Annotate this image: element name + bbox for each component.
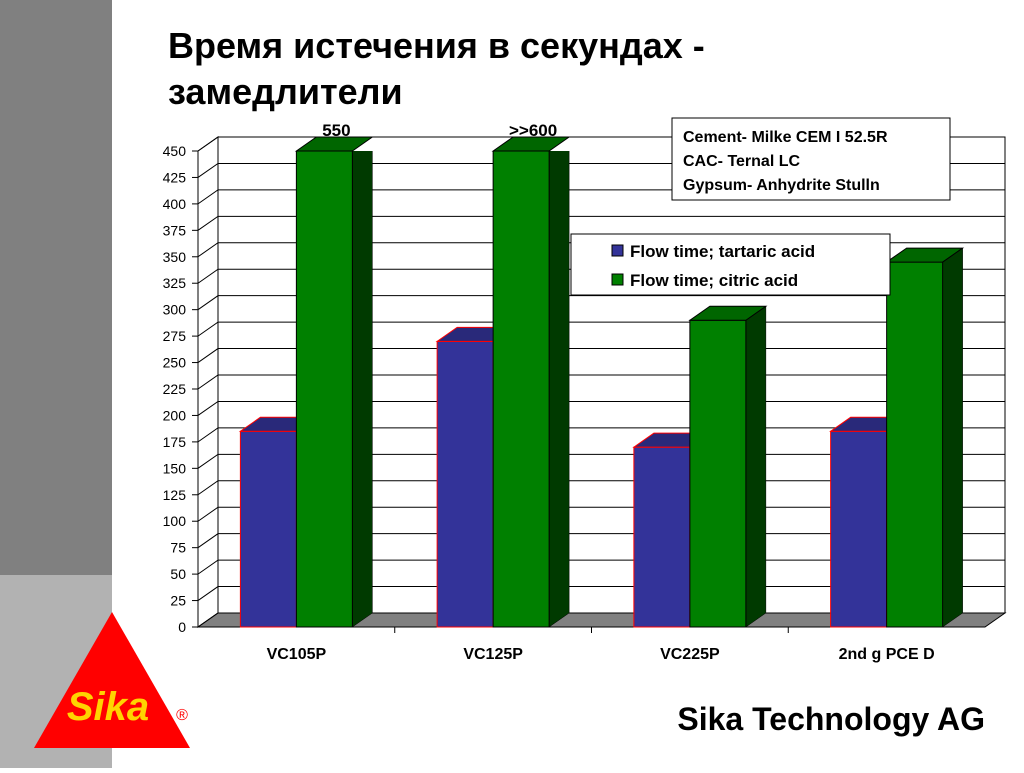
bar-group bbox=[492, 151, 570, 628]
chart: 0 25 50 75 100 125 150 175 200 225 250 275 300 325 350… bbox=[163, 117, 1007, 663]
bar bbox=[492, 151, 550, 628]
y-tick-label: 450 bbox=[163, 143, 187, 159]
legend-label: Flow time; citric acid bbox=[630, 271, 798, 290]
bar-side bbox=[942, 247, 963, 628]
y-tick-label: 50 bbox=[170, 566, 186, 582]
y-tick-label: 400 bbox=[163, 196, 187, 212]
y-tick-label: 325 bbox=[163, 275, 187, 291]
y-tick-label: 0 bbox=[178, 619, 186, 635]
y-tick-label: 75 bbox=[170, 540, 186, 556]
y-tick-label: 225 bbox=[163, 381, 187, 397]
bar-side bbox=[352, 151, 373, 628]
bar-side bbox=[548, 151, 570, 628]
data-label: >>600 bbox=[509, 121, 557, 140]
y-tick-label: 275 bbox=[163, 328, 187, 344]
bar bbox=[436, 340, 494, 628]
legend-label: Flow time; tartaric acid bbox=[630, 242, 815, 261]
annotation-box bbox=[671, 117, 951, 201]
annotation-line: CAC- Ternal LC bbox=[683, 153, 800, 170]
bar-top bbox=[885, 247, 965, 263]
bar bbox=[239, 430, 297, 628]
y-tick-label: 125 bbox=[163, 487, 187, 503]
legend-swatch bbox=[611, 244, 624, 257]
y-tick-label: 200 bbox=[163, 407, 187, 423]
annotation-line: Gypsum- Anhydrite Stulln bbox=[683, 177, 880, 194]
x-tick-label: VC105P bbox=[267, 646, 327, 663]
grid-line bbox=[197, 215, 1005, 231]
logo-registered: ® bbox=[176, 707, 188, 724]
bar bbox=[689, 319, 747, 628]
y-tick-label: 150 bbox=[163, 460, 187, 476]
grid-line bbox=[197, 295, 1005, 311]
y-tick-label: 300 bbox=[163, 302, 187, 318]
y-tick-label: 250 bbox=[163, 355, 187, 371]
bar-group bbox=[295, 151, 373, 628]
bar bbox=[886, 261, 944, 628]
annotation-line: Cement- Milke CEM I 52.5R bbox=[683, 129, 888, 146]
x-tick-label: VC225P bbox=[660, 646, 720, 663]
bar-top bbox=[688, 305, 768, 321]
slide-title: Время истечения в секундах -замедлители bbox=[168, 25, 705, 112]
bar bbox=[633, 446, 691, 628]
x-tick-label: 2nd g PCE D bbox=[839, 646, 935, 663]
y-tick-label: 350 bbox=[163, 249, 187, 265]
y-tick-label: 425 bbox=[163, 169, 187, 185]
y-tick-label: 100 bbox=[163, 513, 187, 529]
bar-top bbox=[294, 136, 374, 152]
bar bbox=[295, 151, 353, 628]
data-label: 550 bbox=[322, 121, 350, 140]
logo-triangle bbox=[34, 612, 190, 748]
bar bbox=[830, 430, 888, 628]
bar-group bbox=[689, 305, 767, 628]
legend-box bbox=[570, 233, 891, 296]
bar-top bbox=[491, 136, 571, 152]
y-tick-label: 375 bbox=[163, 222, 187, 238]
footer-company: Sika Technology AG bbox=[677, 701, 985, 737]
side-stripe bbox=[0, 0, 112, 575]
legend-swatch bbox=[611, 273, 624, 286]
y-tick-label: 25 bbox=[170, 593, 186, 609]
bar-side bbox=[745, 305, 767, 628]
y-tick-label: 175 bbox=[163, 434, 187, 450]
logo-text: Sika bbox=[67, 685, 149, 729]
x-tick-label: VC125P bbox=[463, 646, 523, 663]
bar-group bbox=[886, 247, 963, 628]
